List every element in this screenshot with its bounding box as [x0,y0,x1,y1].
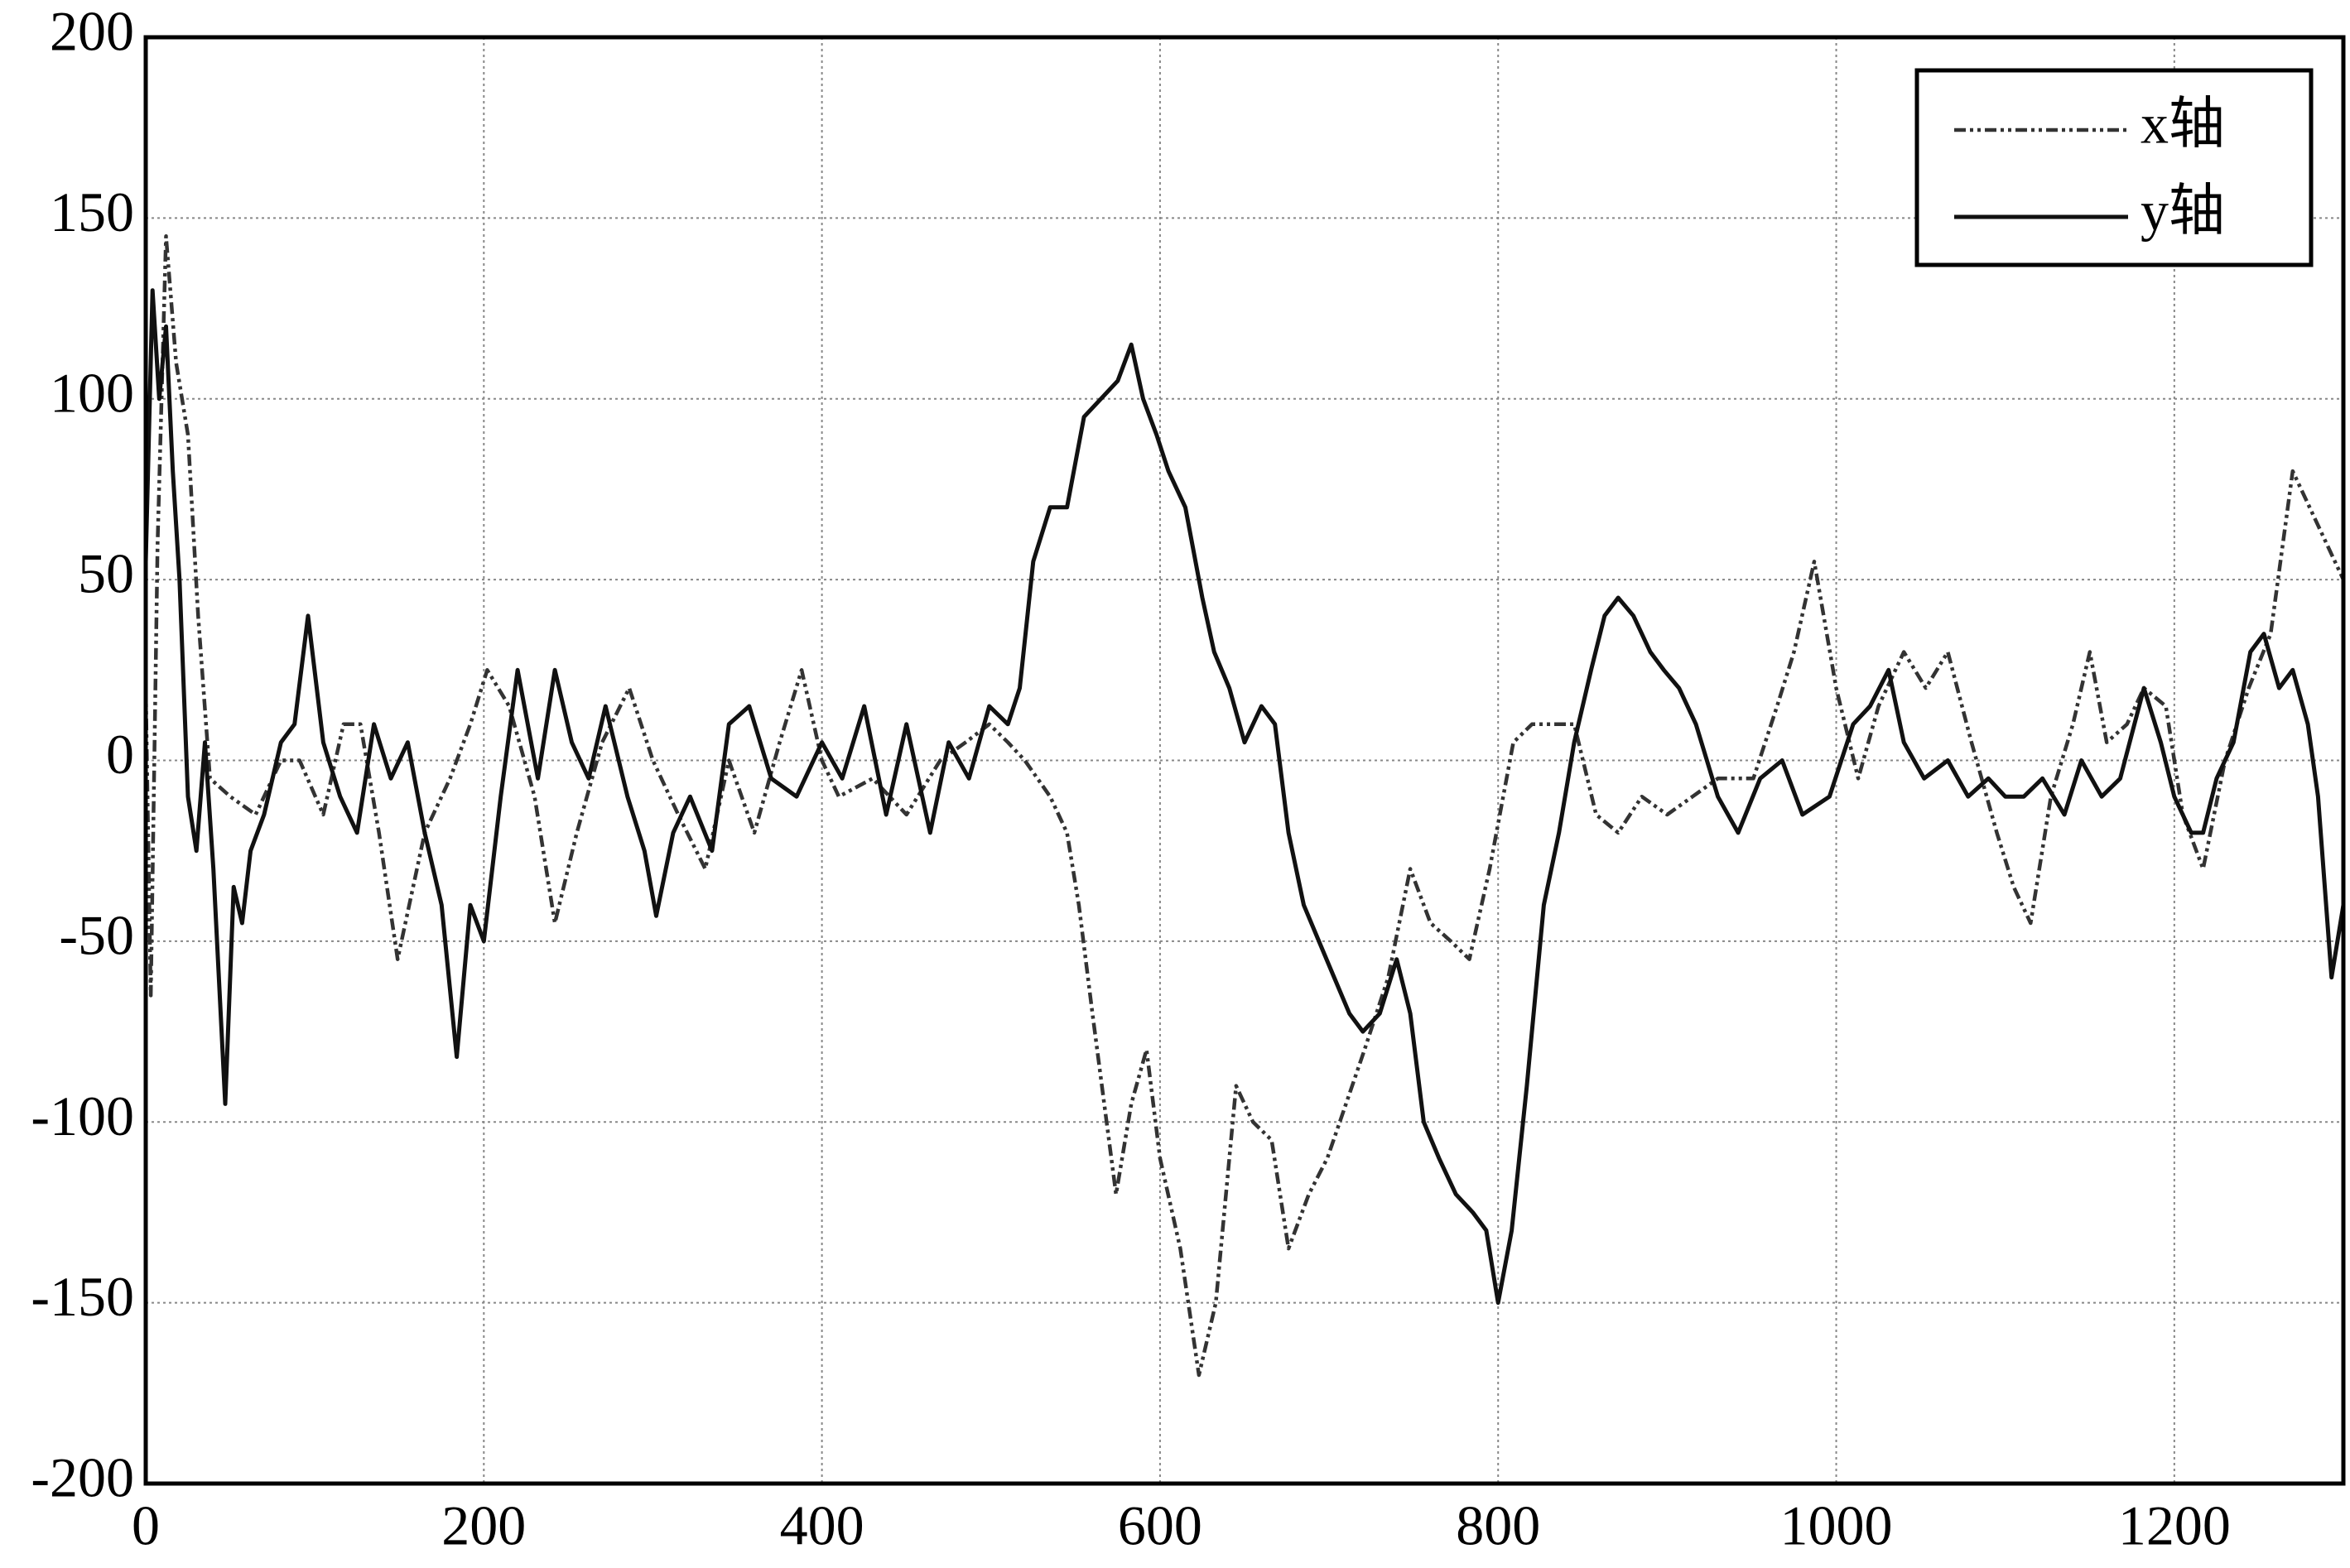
y-tick-label: 100 [50,361,134,424]
legend-label: x轴 [2141,93,2225,156]
y-tick-label: 0 [106,723,134,786]
x-tick-label: 400 [780,1494,864,1557]
y-tick-label: -150 [31,1265,134,1328]
legend-box [1914,68,2314,267]
x-tick-label: 1000 [1780,1494,1893,1557]
y-tick-label: -100 [31,1085,134,1147]
x-tick-label: 200 [441,1494,526,1557]
y-tick-label: 200 [50,0,134,63]
data-line [143,233,2346,1378]
y-tick-label: 150 [50,180,134,243]
x-tick-label: 600 [1118,1494,1202,1557]
y-tick-label: -200 [31,1446,134,1509]
y-tick-label: -50 [59,903,134,966]
x-tick-label: 0 [132,1494,160,1557]
data-line [143,288,2346,1306]
x-tick-label: 1200 [2118,1494,2231,1557]
legend-label: y轴 [2141,180,2225,243]
plot-frame [143,35,2346,1486]
y-tick-label: 50 [78,542,134,605]
x-tick-label: 800 [1456,1494,1540,1557]
